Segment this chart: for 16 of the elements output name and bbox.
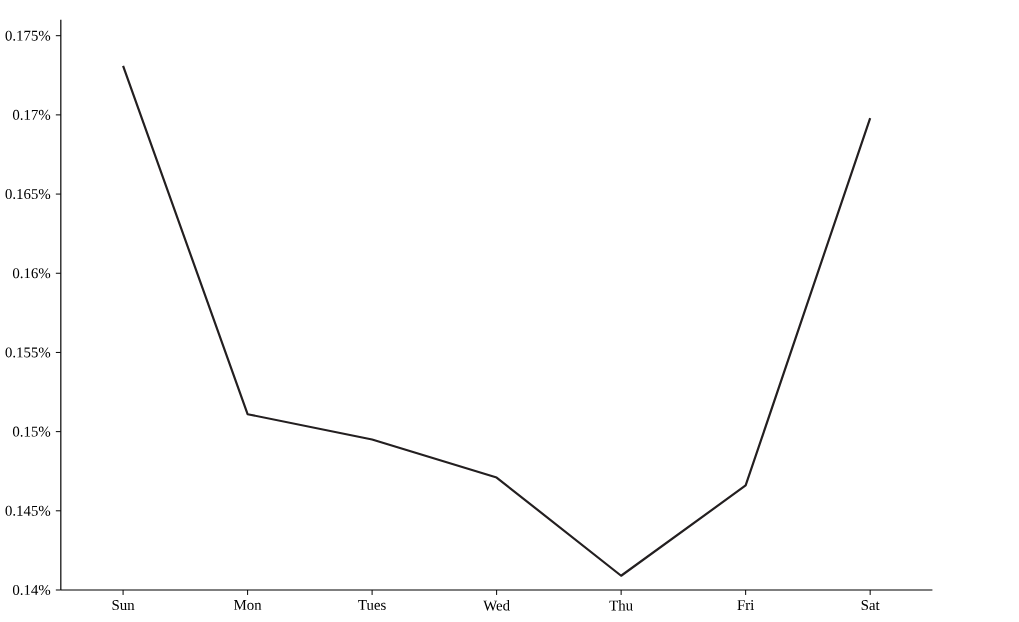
line-series	[121, 64, 872, 577]
y-tick-label: 0.165%	[5, 189, 51, 200]
y-tick-label: 0.16%	[12, 268, 51, 279]
y-tick-label: 0.145%	[5, 505, 51, 516]
y-tick-label: 0.17%	[12, 109, 51, 121]
x-tick-label: Wed	[483, 600, 510, 611]
x-tick-label: Sun	[112, 600, 135, 611]
y-tick-label: 0.15%	[12, 426, 51, 437]
x-tick-label: Fri	[737, 600, 755, 611]
x-tick-label: Tues	[358, 600, 386, 611]
y-tick-label: 0.14%	[12, 585, 51, 596]
x-tick-label: Sat	[861, 600, 880, 611]
x-tick-label: Mon	[234, 600, 262, 611]
x-tick-label: Thu	[609, 600, 633, 611]
y-tick-label: 0.155%	[5, 347, 51, 358]
y-tick-label: 0.175%	[5, 30, 51, 41]
